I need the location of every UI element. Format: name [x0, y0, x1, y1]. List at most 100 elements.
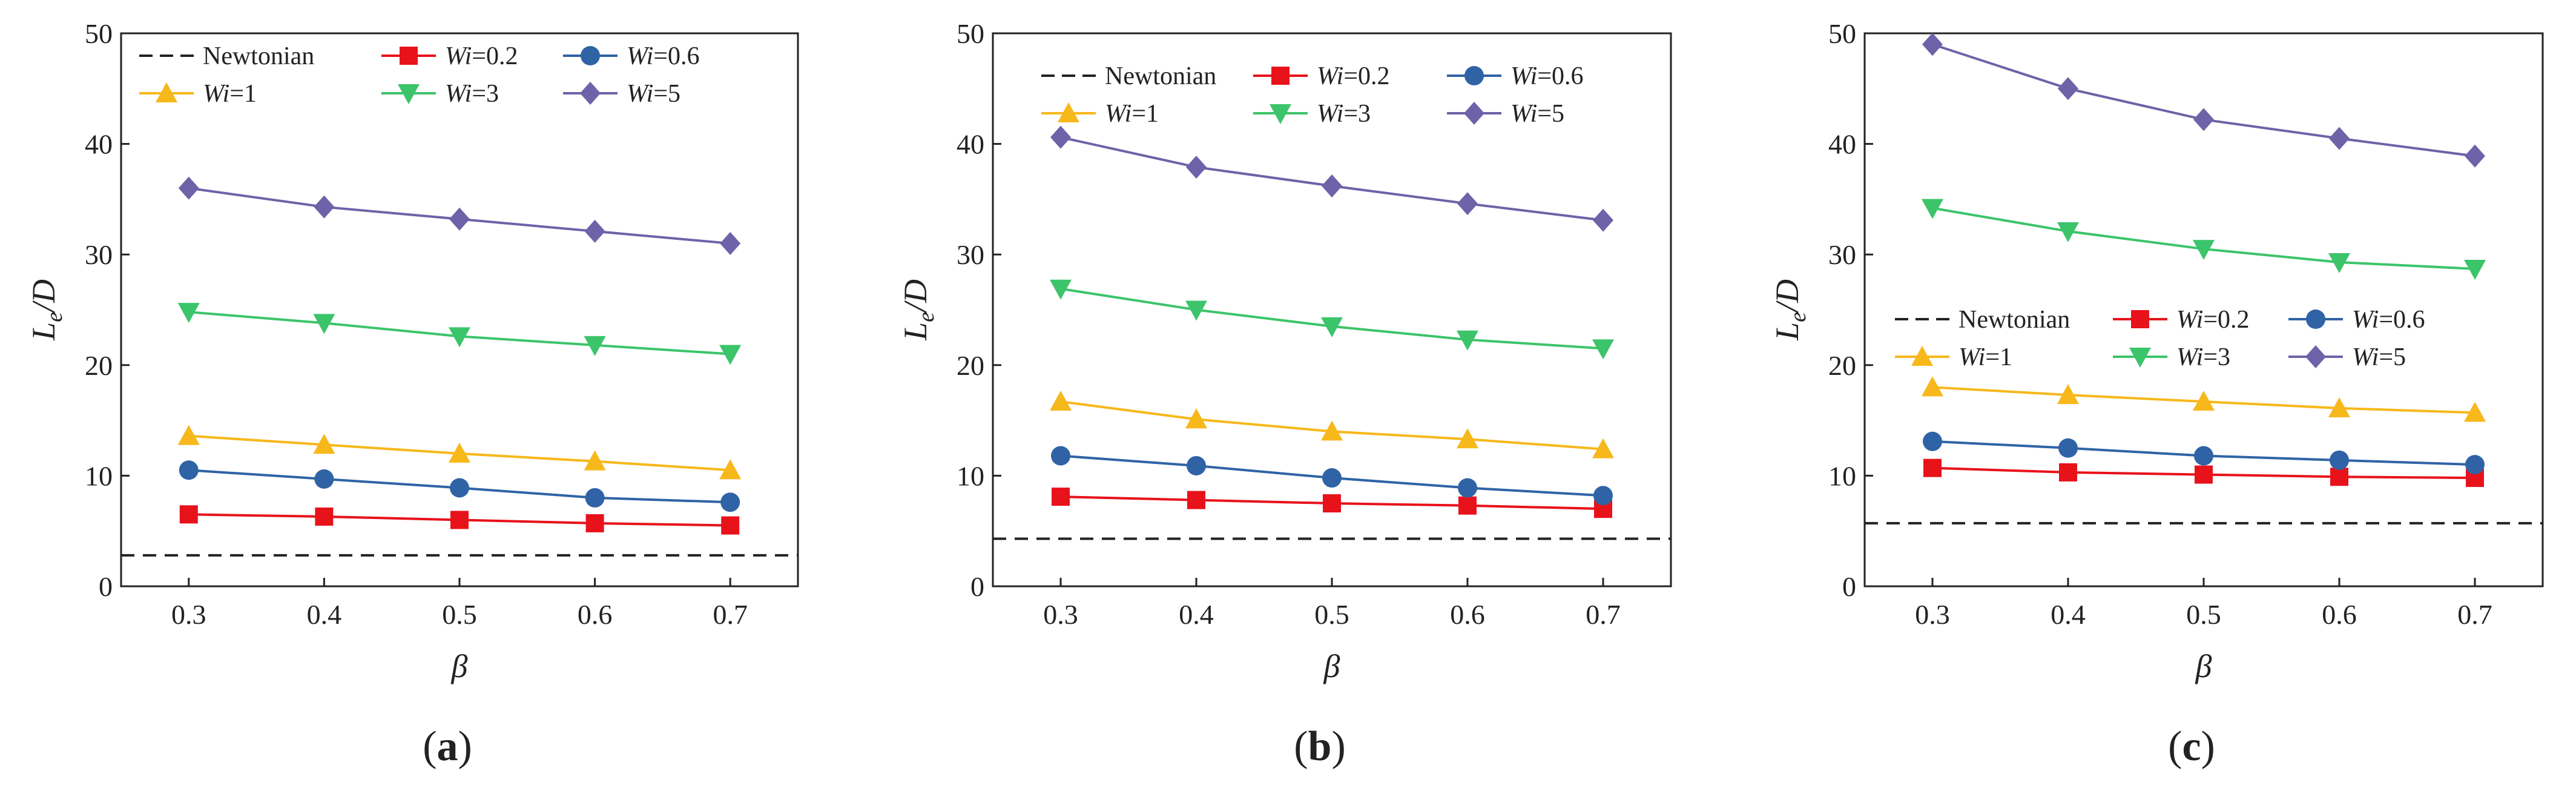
legend-marker	[581, 46, 600, 65]
data-point-wi-5	[1593, 208, 1613, 232]
x-axis-label: β	[1323, 648, 1340, 684]
legend-label-main: Wi	[1510, 100, 1537, 128]
y-tick-label: 0	[1842, 571, 1856, 602]
y-axis-label: Le/D	[897, 279, 939, 341]
legend-label-main: Wi	[203, 80, 229, 108]
legend-label-main: Wi	[2176, 306, 2203, 334]
legend-label-value: =5	[1537, 100, 1564, 128]
data-point-wi-1	[449, 442, 470, 463]
y-tick-label: 50	[85, 18, 113, 49]
legend-marker	[398, 84, 420, 104]
legend-label-main: Newtonian	[1958, 306, 2070, 334]
data-point-wi-3	[1185, 300, 1207, 321]
data-point-wi-0-2	[315, 507, 334, 526]
legend-marker	[2306, 309, 2325, 329]
legend-entry-wi-5: Wi=5	[1447, 100, 1564, 128]
data-point-wi-0-2	[1923, 458, 1942, 477]
data-point-wi-0-6	[314, 469, 334, 489]
x-tick-label: 0.5	[442, 599, 477, 630]
y-tick-label: 30	[85, 239, 113, 270]
legend-label: Wi=0.2	[445, 42, 518, 70]
legend-entry-wi-0-6: Wi=0.6	[1447, 62, 1584, 90]
legend-entry-wi-5: Wi=5	[563, 80, 680, 108]
legend-entry-wi-3: Wi=3	[381, 80, 499, 108]
data-point-wi-0-2	[179, 505, 198, 524]
data-point-wi-1	[177, 425, 200, 445]
data-point-wi-3	[2464, 259, 2486, 280]
legend-label: Wi=5	[627, 80, 680, 108]
legend-label: Wi=0.6	[627, 42, 700, 70]
legend-label-value: =0.6	[2379, 306, 2425, 334]
data-point-wi-1	[313, 434, 335, 454]
data-point-wi-5	[314, 195, 335, 219]
data-point-wi-5	[1457, 192, 1478, 216]
y-axis-label-L: L	[897, 322, 934, 341]
legend-label: Wi=3	[1317, 100, 1371, 128]
data-point-wi-1	[719, 459, 742, 480]
legend-entry-wi-0-2: Wi=0.2	[1253, 62, 1390, 90]
y-tick-label: 10	[957, 460, 984, 491]
x-tick-label: 0.4	[307, 599, 342, 630]
data-point-wi-0-6	[1322, 468, 1342, 488]
data-point-wi-0-6	[2058, 438, 2078, 458]
data-point-wi-3	[1922, 199, 1943, 219]
y-tick-label: 0	[970, 571, 984, 602]
legend-label: Wi=0.6	[1510, 62, 1584, 90]
legend-marker	[2305, 345, 2326, 368]
data-point-wi-1	[2057, 384, 2079, 405]
y-axis-label-rest: /D	[1769, 279, 1805, 314]
legend-label-main: Wi	[2352, 343, 2379, 371]
data-point-wi-5	[2329, 127, 2350, 150]
legend-label: Wi=0.2	[1317, 62, 1390, 90]
legend-entry-wi-0-6: Wi=0.6	[563, 42, 700, 70]
data-point-wi-0-6	[179, 460, 199, 480]
panel-label-close: )	[1331, 723, 1345, 770]
data-point-wi-5	[1050, 125, 1071, 149]
panel-label: (a)	[423, 723, 472, 770]
data-point-wi-1	[2328, 397, 2350, 418]
legend-entry-wi-3: Wi=3	[2113, 343, 2230, 371]
data-point-wi-5	[449, 207, 470, 231]
data-point-wi-0-6	[720, 492, 740, 512]
legend-label: Wi=0.2	[2176, 306, 2250, 334]
data-point-wi-0-2	[2059, 463, 2077, 482]
legend-marker	[1271, 67, 1290, 85]
chart-panel-1: 0 10 20 30 40 50 0.3 0.4 0.5 0.6 0.7 β Le/D Newtonian…	[897, 18, 1672, 770]
legend-label: Wi=1	[1958, 343, 2012, 371]
legend-label-main: Newtonian	[1105, 62, 1216, 90]
y-tick-label: 20	[85, 350, 113, 381]
data-point-wi-0-2	[1458, 496, 1477, 515]
legend-label-value: =0.6	[653, 42, 699, 70]
legend-marker	[580, 82, 601, 105]
data-point-wi-3	[2193, 240, 2215, 260]
y-axis-label-subscript: e	[914, 312, 939, 322]
legend-entry-wi-0-2: Wi=0.2	[381, 42, 518, 70]
y-axis-label-L: L	[25, 322, 62, 341]
legend-label: Wi=1	[203, 80, 257, 108]
legend-marker	[400, 47, 418, 65]
y-tick-label: 50	[957, 18, 984, 49]
data-point-wi-0-2	[721, 516, 740, 535]
x-tick-label: 0.6	[2322, 599, 2357, 630]
data-point-wi-0-6	[2194, 446, 2213, 466]
legend-entry-wi-0-2: Wi=0.2	[2113, 306, 2250, 334]
legend-label: Wi=3	[445, 80, 499, 108]
data-point-wi-3	[449, 327, 470, 348]
chart-panel-2: 0 10 20 30 40 50 0.3 0.4 0.5 0.6 0.7 β Le/D Newtonian…	[1769, 18, 2544, 770]
legend-marker	[1270, 104, 1291, 124]
legend-label-value: =1	[1985, 343, 2012, 371]
y-tick-label: 10	[85, 460, 113, 491]
data-point-wi-1	[1050, 391, 1072, 411]
legend-label: Wi=0.6	[2352, 306, 2425, 334]
data-point-wi-0-6	[1051, 446, 1070, 466]
legend-label: Wi=5	[1510, 100, 1564, 128]
panel-label-close: )	[2201, 723, 2215, 770]
legend-label-main: Wi	[1317, 100, 1343, 128]
legend-label-main: Wi	[2176, 343, 2203, 371]
legend-entry-wi-5: Wi=5	[2288, 343, 2406, 371]
data-point-wi-1	[2464, 402, 2486, 422]
data-point-wi-0-2	[1052, 488, 1070, 506]
data-point-wi-3	[1050, 279, 1072, 300]
legend-label: Wi=1	[1105, 100, 1159, 128]
data-point-wi-5	[1922, 33, 1943, 56]
